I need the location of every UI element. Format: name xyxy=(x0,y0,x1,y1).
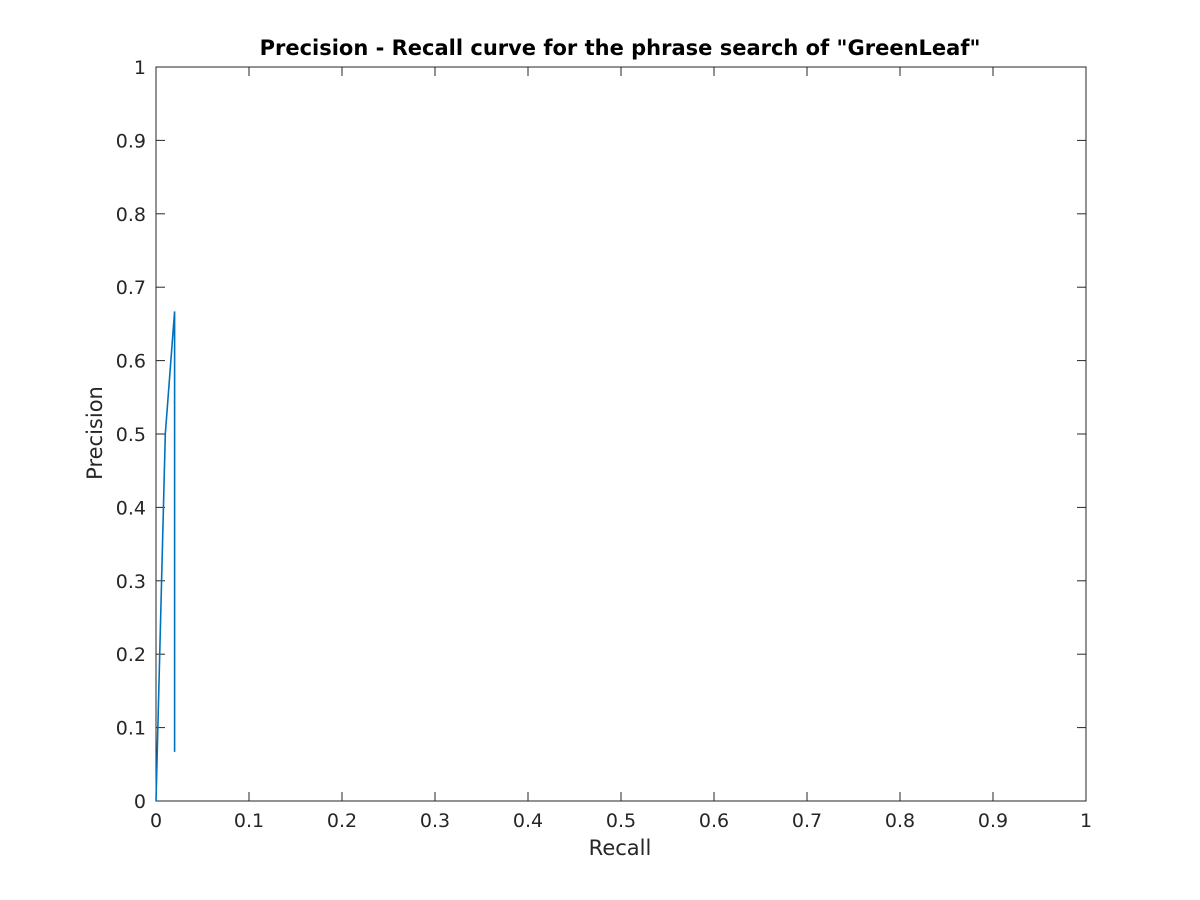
y-tick-label: 0.3 xyxy=(116,571,146,593)
x-tick-label: 0.6 xyxy=(699,810,729,832)
x-tick-label: 0.5 xyxy=(606,810,636,832)
axes-box xyxy=(155,66,1087,802)
x-tick-label: 0.2 xyxy=(327,810,357,832)
x-tick-label: 1 xyxy=(1080,810,1092,832)
y-tick-label: 0.1 xyxy=(116,718,146,740)
y-tick-label: 1 xyxy=(134,57,146,79)
y-tick-label: 0.7 xyxy=(116,277,146,299)
y-tick-label: 0.2 xyxy=(116,644,146,666)
x-axis-label: Recall xyxy=(589,836,652,860)
x-tick-label: 0.1 xyxy=(234,810,264,832)
x-tick-label: 0.8 xyxy=(885,810,915,832)
plot-area: 0 0.1 0.2 0.3 0.4 0.5 0.6 0.7 0.8 0.9 1 0 0.1 0.2 0.3… xyxy=(116,57,1092,832)
y-tick-label: 0 xyxy=(134,791,146,813)
precision-recall-line xyxy=(155,311,176,802)
series-layer xyxy=(155,311,176,802)
x-tick-label: 0 xyxy=(150,810,162,832)
y-tick-label: 0.9 xyxy=(116,130,146,152)
y-tick-label: 0.5 xyxy=(116,424,146,446)
y-tick-label: 0.8 xyxy=(116,204,146,226)
y-axis: 0 0.1 0.2 0.3 0.4 0.5 0.6 0.7 0.8 0.9 1 xyxy=(116,57,1086,813)
x-tick-label: 0.9 xyxy=(978,810,1008,832)
y-tick-label: 0.6 xyxy=(116,351,146,373)
x-tick-label: 0.4 xyxy=(513,810,543,832)
x-tick-label: 0.7 xyxy=(792,810,822,832)
y-axis-label: Precision xyxy=(83,386,107,480)
chart-title: Precision - Recall curve for the phrase … xyxy=(260,36,981,60)
x-tick-label: 0.3 xyxy=(420,810,450,832)
x-axis: 0 0.1 0.2 0.3 0.4 0.5 0.6 0.7 0.8 0.9 1 xyxy=(150,67,1092,832)
y-tick-label: 0.4 xyxy=(116,497,146,519)
